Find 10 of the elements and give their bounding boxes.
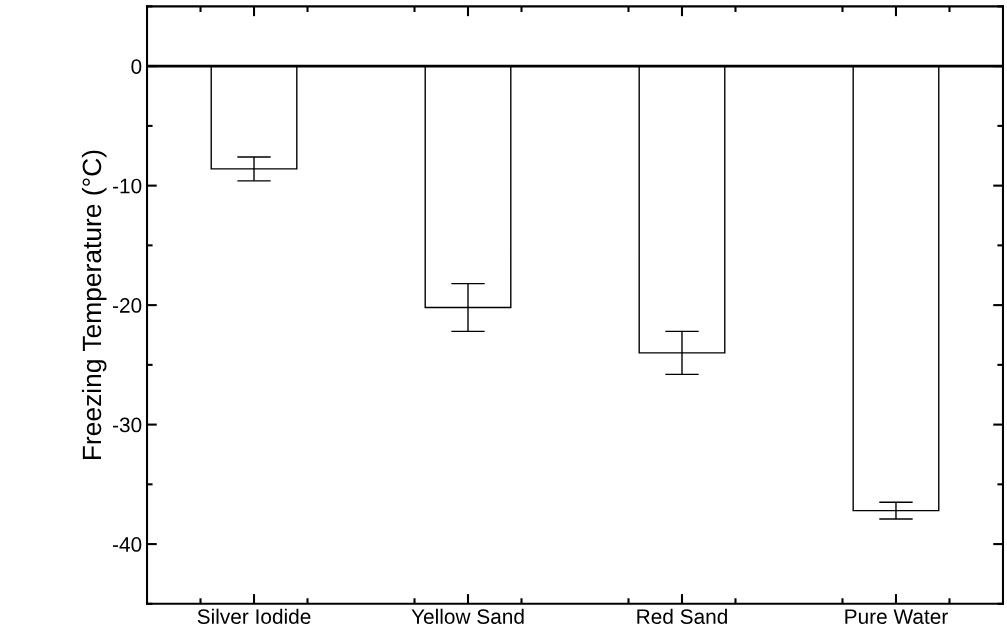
y-tick-label: -40	[112, 537, 142, 552]
y-axis-title: Freezing Temperature (°C)	[81, 150, 107, 460]
x-tick-label: Yellow Sand	[411, 608, 524, 624]
y-tick-label: -30	[112, 417, 142, 433]
x-tick-label: Red Sand	[637, 608, 727, 624]
x-tick-label: Silver Iodide	[197, 608, 311, 624]
y-tick-label: -20	[112, 298, 142, 313]
y-tick-label: -10	[112, 178, 142, 194]
y-tick-label: 0	[131, 59, 142, 74]
x-tick-label: Pure Water	[845, 609, 948, 624]
